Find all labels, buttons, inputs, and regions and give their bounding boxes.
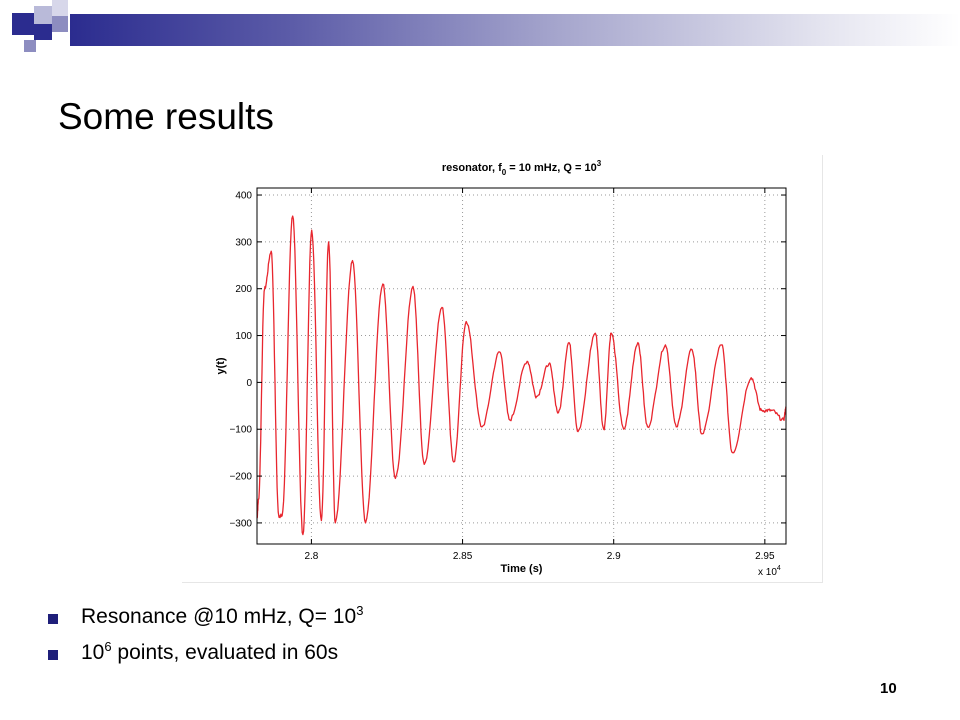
y-tick-label: 300 xyxy=(235,237,252,248)
deco-square xyxy=(12,13,34,35)
line-chart: 2.8 2.85 2.9 2.95 400 300 200 100 0 −100 −200 −300 T… xyxy=(215,159,787,578)
deco-square xyxy=(34,6,52,24)
y-tick-label: −200 xyxy=(229,472,252,483)
deco-square xyxy=(52,16,68,32)
x-tick-label: 2.8 xyxy=(304,551,318,562)
x-tick-label: 2.9 xyxy=(607,551,621,562)
deco-square xyxy=(34,24,52,40)
deco-square xyxy=(52,0,68,16)
y-tick-label: 400 xyxy=(235,191,252,202)
slide-title: Some results xyxy=(58,96,274,137)
x-tick-label: 2.95 xyxy=(755,551,775,562)
y-axis-label: y(t) xyxy=(215,357,227,374)
y-tick-label: 100 xyxy=(235,331,252,342)
x-axis-label: Time (s) xyxy=(501,563,543,575)
series-line xyxy=(256,215,787,536)
x-multiplier-label: x 104 xyxy=(758,565,781,578)
y-tick-label: −300 xyxy=(229,518,252,529)
square-bullet-icon xyxy=(48,614,58,624)
square-bullet-icon xyxy=(48,650,58,660)
bullet-text: 106 points, evaluated in 60s xyxy=(81,639,339,664)
header-gradient-bar xyxy=(70,14,960,46)
y-tick-label: −100 xyxy=(229,425,252,436)
axes-frame xyxy=(256,187,787,545)
x-tick-label: 2.85 xyxy=(453,551,473,562)
chart-figure: 2.8 2.85 2.9 2.95 400 300 200 100 0 −100 −200 −300 T… xyxy=(182,155,823,583)
y-tick-label: 0 xyxy=(246,378,252,389)
bullet-text: Resonance @10 mHz, Q= 103 xyxy=(81,603,364,628)
page-number: 10 xyxy=(880,680,897,697)
chart-title: resonator, f0 = 10 mHz, Q = 103 xyxy=(442,159,602,177)
deco-square xyxy=(24,40,36,52)
y-tick-label: 200 xyxy=(235,284,252,295)
